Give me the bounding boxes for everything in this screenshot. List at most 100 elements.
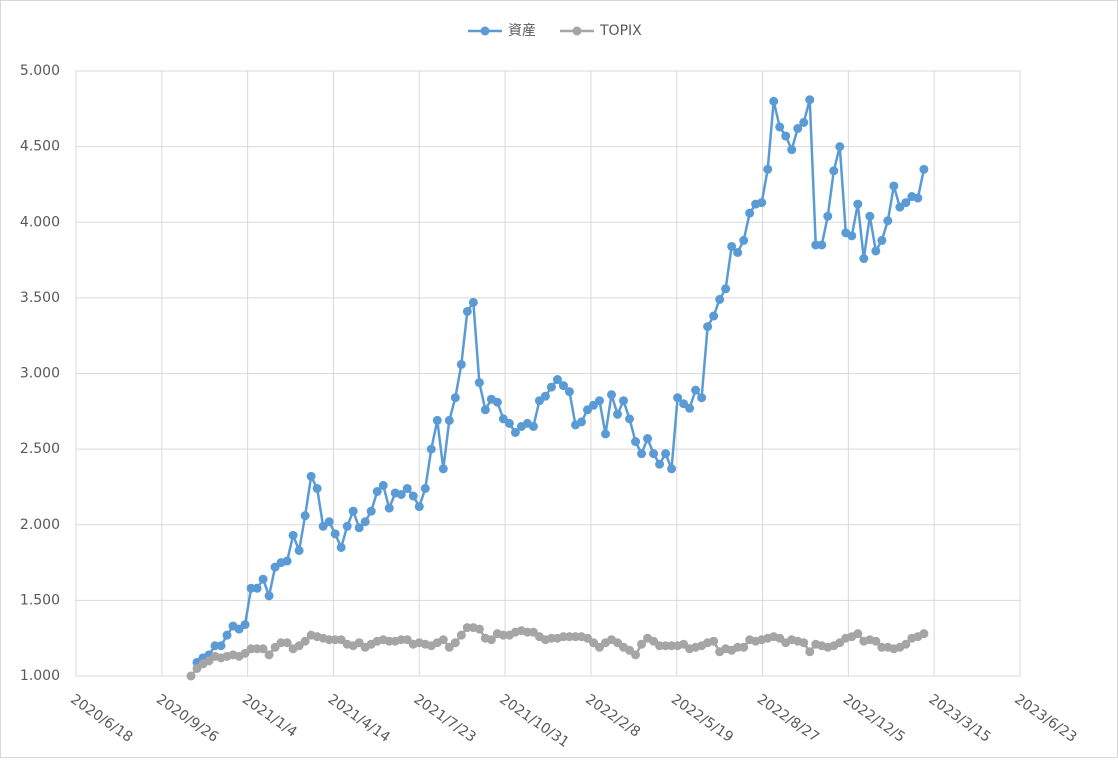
data-point [721,284,731,294]
data-point [324,517,334,527]
y-tick-label: 2.000 [20,517,60,533]
data-point [600,429,610,439]
data-point [300,511,310,521]
data-point [342,521,352,531]
data-point [420,483,430,493]
data-point [631,650,641,660]
y-tick-label: 5.000 [20,63,60,79]
data-point [336,542,346,552]
data-point [769,96,779,106]
data-point [919,164,929,174]
data-point [829,166,839,176]
data-point [444,415,454,425]
legend-label: TOPIX [599,23,642,39]
data-point [865,211,875,221]
legend-marker [480,26,490,36]
data-point [715,294,725,304]
data-point [643,434,653,444]
data-point [468,297,478,307]
data-point [288,530,298,540]
data-point [186,671,196,681]
data-point [757,198,767,208]
data-point [414,502,424,512]
data-point [823,211,833,221]
data-point [781,131,791,141]
data-point [649,449,659,459]
data-point [871,246,881,256]
data-point [631,437,641,447]
y-tick-label: 1.500 [20,592,60,608]
data-point [877,235,887,245]
data-point [817,240,827,250]
data-point [703,322,713,332]
data-point [901,639,911,649]
data-point [510,427,520,437]
y-tick-label: 4.500 [20,139,60,155]
data-point [396,490,406,499]
data-point [787,145,797,155]
data-point [402,483,412,493]
data-point [222,630,232,640]
data-point [504,418,514,428]
data-point [282,556,292,566]
legend-item: 資産 [468,23,536,39]
data-point [360,517,370,527]
data-point [871,636,881,646]
data-point [619,396,629,406]
data-point [384,503,394,513]
data-point [913,193,923,203]
data-point [673,393,683,403]
data-point [348,506,358,516]
data-point [378,480,388,490]
data-point [456,359,466,369]
data-point [474,378,484,388]
data-point [637,449,647,459]
data-point [546,382,556,392]
data-point [408,491,418,501]
data-point [258,644,268,654]
data-point [685,403,695,413]
y-tick-label: 2.500 [20,441,60,457]
data-point [889,181,899,191]
data-point [300,636,310,646]
data-point [745,208,755,218]
legend-item: TOPIX [560,23,642,39]
data-point [763,164,773,174]
data-point [558,381,568,391]
data-point [426,444,436,454]
data-point [438,635,448,645]
data-point [799,117,809,127]
data-point [853,629,863,639]
data-point [853,199,863,209]
data-point [258,574,268,584]
data-point [372,486,382,496]
data-point [594,396,604,406]
data-point [859,254,869,264]
data-point [739,642,749,652]
data-point [625,414,635,424]
data-point [919,629,929,639]
data-point [655,459,665,469]
y-tick-label: 3.000 [20,366,60,382]
data-point [552,375,562,385]
data-point [637,639,647,649]
data-point [613,409,623,419]
data-point [805,647,815,657]
data-point [294,545,304,555]
data-point [576,417,586,427]
data-point [607,390,617,400]
data-point [354,523,364,533]
data-point [456,630,466,640]
y-tick-label: 3.500 [20,290,60,306]
data-point [432,415,442,425]
data-point [793,123,803,133]
data-point [264,650,274,660]
data-point [480,405,490,415]
data-point [661,449,671,459]
data-point [528,421,538,431]
data-point [901,198,911,208]
data-point [727,241,737,251]
data-point [835,142,845,152]
data-point [805,95,815,105]
